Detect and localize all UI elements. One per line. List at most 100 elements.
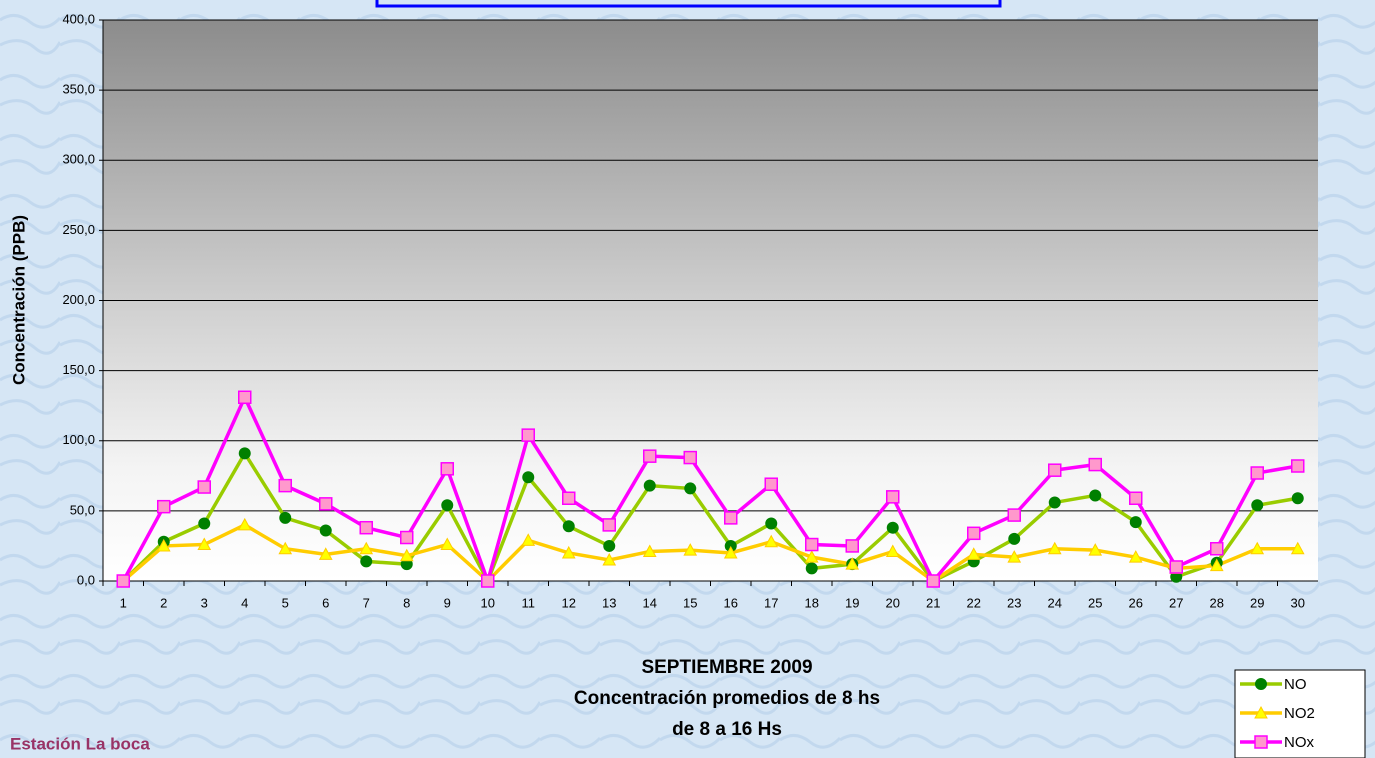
data-point — [644, 450, 656, 462]
data-point — [563, 521, 574, 532]
data-point — [523, 472, 534, 483]
data-point — [563, 492, 575, 504]
x-tick-label: 3 — [201, 595, 208, 610]
data-point — [239, 391, 251, 403]
data-point — [968, 527, 980, 539]
data-point — [887, 491, 899, 503]
x-tick-label: 13 — [602, 595, 616, 610]
x-tick-label: 23 — [1007, 595, 1021, 610]
data-point — [1292, 460, 1304, 472]
y-tick-label: 100,0 — [62, 432, 95, 447]
x-tick-label: 30 — [1291, 595, 1305, 610]
data-point — [927, 575, 939, 587]
data-point — [320, 525, 331, 536]
data-point — [765, 478, 777, 490]
x-tick-label: 22 — [967, 595, 981, 610]
data-point — [1130, 492, 1142, 504]
x-tick-label: 29 — [1250, 595, 1264, 610]
y-tick-label: 400,0 — [62, 11, 95, 26]
legend-label: NO — [1284, 676, 1307, 693]
x-tick-label: 19 — [845, 595, 859, 610]
x-tick-label: 2 — [160, 595, 167, 610]
title-frame — [377, 0, 1000, 6]
legend-marker — [1255, 736, 1267, 748]
data-point — [1170, 561, 1182, 573]
data-point — [1251, 467, 1263, 479]
x-tick-label: 7 — [363, 595, 370, 610]
data-point — [280, 512, 291, 523]
data-point — [1049, 497, 1060, 508]
data-point — [482, 575, 494, 587]
data-point — [441, 463, 453, 475]
x-tick-label: 26 — [1129, 595, 1143, 610]
data-point — [1090, 490, 1101, 501]
data-point — [1130, 517, 1141, 528]
x-tick-label: 8 — [403, 595, 410, 610]
data-point — [604, 540, 615, 551]
data-point — [766, 518, 777, 529]
x-tick-label: 6 — [322, 595, 329, 610]
x-tick-label: 11 — [522, 595, 536, 610]
data-point — [806, 563, 817, 574]
y-tick-label: 200,0 — [62, 292, 95, 307]
data-point — [320, 498, 332, 510]
y-tick-label: 250,0 — [62, 222, 95, 237]
data-point — [644, 480, 655, 491]
data-point — [522, 429, 534, 441]
data-point — [1008, 509, 1020, 521]
x-tick-label: 18 — [805, 595, 819, 610]
x-tick-label: 9 — [444, 595, 451, 610]
data-point — [239, 448, 250, 459]
x-tick-label: 25 — [1088, 595, 1102, 610]
station-label: Estación La boca — [10, 734, 150, 753]
data-point — [887, 522, 898, 533]
legend-label: NO2 — [1284, 705, 1315, 722]
x-tick-label: 27 — [1169, 595, 1183, 610]
data-point — [806, 539, 818, 551]
data-point — [603, 519, 615, 531]
y-tick-label: 50,0 — [70, 502, 95, 517]
legend-marker — [1256, 679, 1267, 690]
x-tick-label: 14 — [643, 595, 657, 610]
y-tick-label: 300,0 — [62, 152, 95, 167]
x-tick-label: 24 — [1048, 595, 1062, 610]
data-point — [1009, 533, 1020, 544]
data-point — [1049, 464, 1061, 476]
data-point — [360, 522, 372, 534]
data-point — [158, 501, 170, 513]
x-tick-label: 5 — [282, 595, 289, 610]
y-tick-label: 150,0 — [62, 362, 95, 377]
x-tick-label: 10 — [481, 595, 495, 610]
x-tick-label: 4 — [241, 595, 248, 610]
x-tick-label: 28 — [1210, 595, 1224, 610]
x-tick-label: 16 — [724, 595, 738, 610]
data-point — [1211, 543, 1223, 555]
data-point — [725, 512, 737, 524]
x-tick-label: 12 — [562, 595, 576, 610]
x-tick-label: 21 — [926, 595, 940, 610]
chart-title: de 8 a 16 Hs — [672, 719, 782, 740]
x-tick-label: 17 — [764, 595, 778, 610]
data-point — [442, 500, 453, 511]
data-point — [279, 480, 291, 492]
y-axis-label: Concentración (PPB) — [9, 215, 28, 385]
data-point — [401, 532, 413, 544]
data-point — [1292, 493, 1303, 504]
y-tick-label: 0,0 — [77, 572, 95, 587]
data-point — [1089, 459, 1101, 471]
x-tick-label: 1 — [120, 595, 127, 610]
chart-title: SEPTIEMBRE 2009 — [641, 657, 812, 678]
y-tick-label: 350,0 — [62, 82, 95, 97]
chart-title: Concentración promedios de 8 hs — [574, 688, 880, 709]
data-point — [361, 556, 372, 567]
data-point — [1252, 500, 1263, 511]
data-point — [684, 452, 696, 464]
chart: Concentración (PPB) Estación La boca SEP… — [0, 0, 1375, 758]
data-point — [117, 575, 129, 587]
x-tick-label: 20 — [886, 595, 900, 610]
data-point — [199, 518, 210, 529]
legend-label: NOx — [1284, 734, 1315, 751]
data-point — [198, 481, 210, 493]
x-tick-label: 15 — [683, 595, 697, 610]
data-point — [846, 540, 858, 552]
